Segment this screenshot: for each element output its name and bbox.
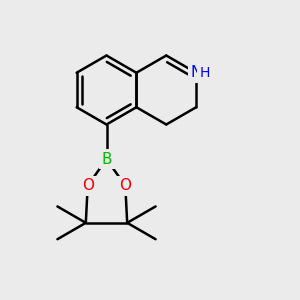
Text: H: H — [200, 66, 210, 80]
Text: B: B — [101, 152, 112, 166]
Text: O: O — [82, 178, 94, 193]
Text: N: N — [190, 65, 202, 80]
Text: O: O — [119, 178, 131, 193]
